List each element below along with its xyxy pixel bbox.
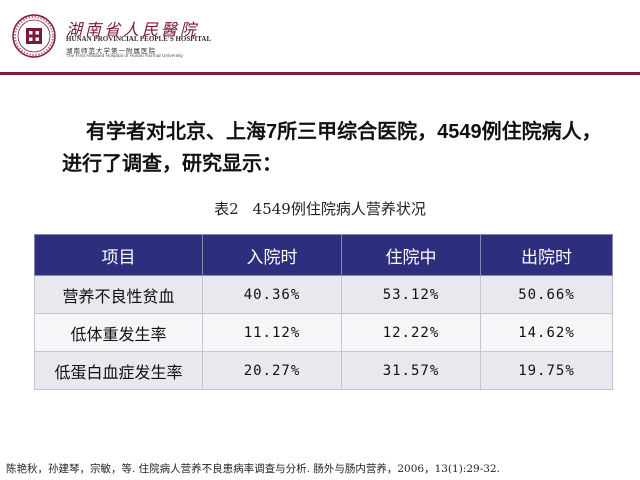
nutrition-table: 项目 入院时 住院中 出院时 营养不良性贫血 40.36% 53.12% 50.…	[34, 234, 613, 390]
table-row: 营养不良性贫血 40.36% 53.12% 50.66%	[34, 275, 613, 314]
header-divider	[0, 72, 640, 75]
reference-citation: 陈艳秋，孙建琴，宗敏，等. 住院病人营养不良患病率调查与分析. 肠外与肠内营养，…	[6, 463, 500, 475]
column-header-discharge: 出院时	[480, 234, 613, 276]
logo-subtitle-cn: 湖南师范大学第一附属医院	[66, 47, 156, 55]
table-caption: 表2 4549例住院病人营养状况	[0, 198, 640, 219]
table-cell: 11.12%	[202, 313, 342, 352]
table-cell: 53.12%	[341, 275, 481, 314]
table-cell: 50.66%	[480, 275, 613, 314]
table-cell: 19.75%	[480, 351, 613, 390]
table-cell: 20.27%	[202, 351, 342, 390]
row-label: 营养不良性贫血	[34, 275, 203, 314]
column-header-item: 项目	[34, 234, 203, 276]
table-caption-text: 4549例住院病人营养状况	[252, 200, 426, 218]
table-cell: 14.62%	[480, 313, 613, 352]
table-caption-label: 表2	[214, 200, 239, 218]
table-cell: 31.57%	[341, 351, 481, 390]
slide-heading: 有学者对北京、上海7所三甲综合医院，4549例住院病人，进行了调查，研究显示：	[62, 121, 602, 175]
table-row: 低蛋白血症发生率 20.27% 31.57% 19.75%	[34, 351, 613, 390]
logo-name-cn: 湖南省人民醫院	[66, 20, 200, 39]
hospital-logo: 湖南省人民醫院 HUNAN PROVINCIAL PEOPLE'S HOSPIT…	[12, 14, 212, 62]
hospital-seal-icon	[12, 14, 56, 58]
column-header-admission: 入院时	[202, 234, 342, 276]
row-label: 低体重发生率	[34, 313, 203, 352]
logo-name-en: HUNAN PROVINCIAL PEOPLE'S HOSPITAL	[66, 35, 212, 43]
column-header-during-stay: 住院中	[341, 234, 481, 276]
table-cell: 40.36%	[202, 275, 342, 314]
table-row: 低体重发生率 11.12% 12.22% 14.62%	[34, 313, 613, 352]
table-header-row: 项目 入院时 住院中 出院时	[34, 234, 613, 276]
row-label: 低蛋白血症发生率	[34, 351, 203, 390]
table-cell: 12.22%	[341, 313, 481, 352]
logo-subtitle-en: The First Affiliated Hospital of Hunan N…	[66, 54, 183, 59]
